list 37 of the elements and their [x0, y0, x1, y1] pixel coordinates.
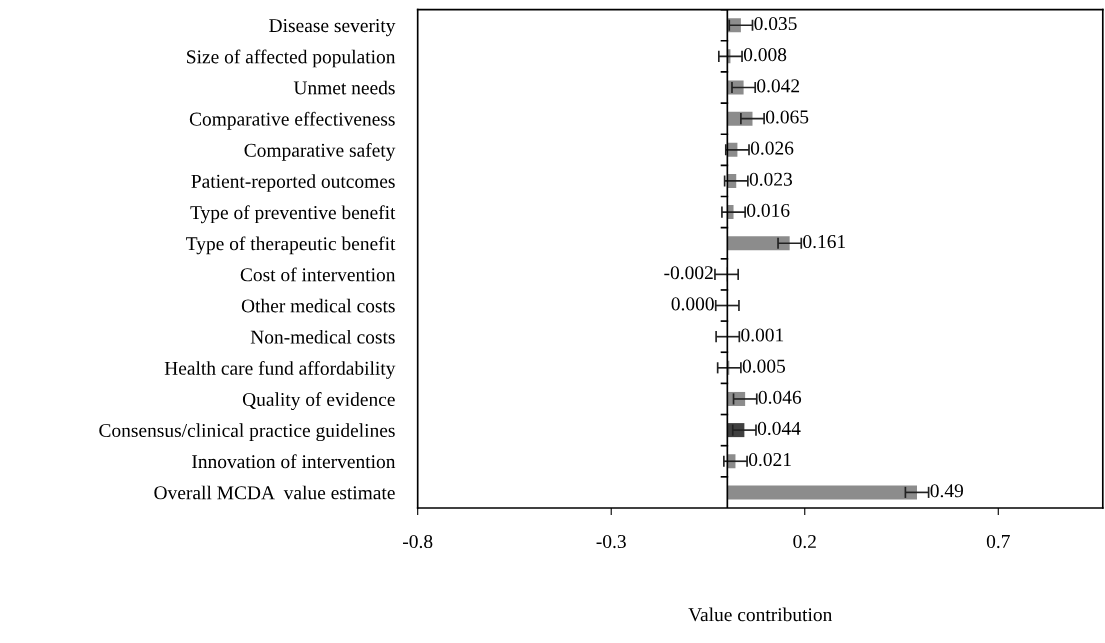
data-label: 0.021 [748, 453, 791, 467]
y-tick-label: Health care fund affordability [164, 360, 396, 379]
y-tick-label: Consensus/clinical practice guidelines [99, 423, 395, 442]
data-label: 0.035 [754, 16, 797, 31]
x-tick-label: -0.3 [596, 534, 626, 549]
x-tick-label: 0.2 [793, 534, 816, 549]
data-label: 0.000 [671, 297, 714, 311]
data-label: 0.065 [766, 110, 809, 124]
y-tick-label: Size of affected population [187, 49, 396, 68]
x-tick-label: 0.7 [986, 534, 1010, 549]
y-tick-label: Innovation of intervention [192, 454, 396, 469]
x-axis-title: Value contribution [688, 607, 833, 622]
data-label: 0.016 [747, 203, 790, 218]
data-label: 0.008 [743, 48, 787, 62]
y-tick-label: Type of preventive benefit [190, 205, 396, 224]
y-tick-label: Other medical costs [241, 298, 395, 313]
data-label: 0.161 [803, 234, 846, 249]
y-tick-label: Type of therapeutic benefit [186, 236, 396, 255]
data-label: 0.49 [930, 484, 964, 498]
x-tick-label: -0.8 [403, 534, 433, 549]
data-label: 0.001 [741, 328, 784, 342]
data-label: -0.002 [664, 266, 713, 280]
y-tick-label: Unmet needs [293, 80, 395, 95]
data-label: 0.023 [749, 172, 793, 186]
y-tick-label: Quality of evidence [242, 392, 395, 410]
y-tick-label: Patient-reported outcomes [191, 174, 395, 192]
y-tick-label: Non-medical costs [250, 329, 395, 344]
y-tick-label: Comparative safety [244, 142, 396, 161]
data-label: 0.046 [758, 390, 802, 404]
y-tick-label: Comparative effectiveness [189, 111, 395, 130]
y-tick-label: Disease severity [269, 19, 396, 37]
data-label: 0.044 [757, 421, 801, 436]
data-label: 0.026 [750, 141, 794, 155]
y-tick-label: Cost of intervention [240, 267, 396, 282]
data-label: 0.042 [757, 79, 800, 93]
y-tick-label: Overall MCDA value estimate [154, 485, 395, 500]
data-label: 0.005 [742, 359, 786, 373]
